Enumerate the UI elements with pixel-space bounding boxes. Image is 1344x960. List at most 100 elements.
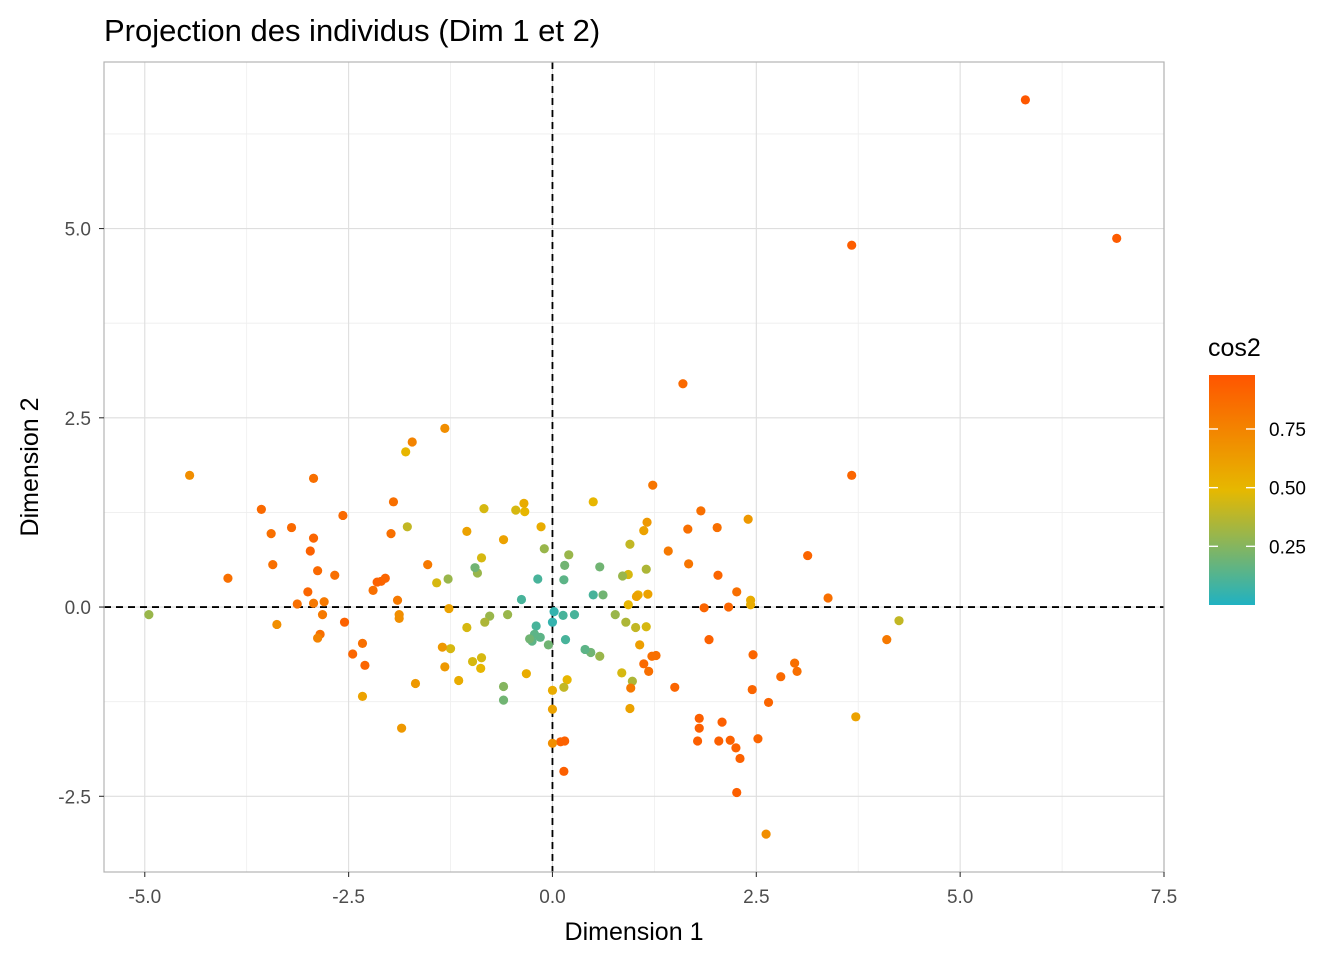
legend-title: cos2 [1208,334,1261,362]
scatter-point [714,736,724,746]
scatter-point [339,617,350,627]
scatter-point [747,684,757,695]
scatter-point [476,553,487,563]
scatter-point [803,550,813,561]
scatter-point [308,473,319,483]
scatter-point [317,610,328,620]
scatter-point [790,658,800,668]
scatter-point [678,379,688,389]
scatter-point [776,672,786,682]
chart-title: Projection des individus (Dim 1 et 2) [104,13,600,48]
scatter-point [292,599,302,609]
scatter-point [357,691,368,701]
x-tick-label: 0.0 [539,887,565,908]
scatter-point [272,619,282,630]
scatter-point [531,621,541,631]
scatter-point [1112,233,1122,243]
scatter-point [401,447,411,457]
scatter-point [462,622,472,633]
scatter-point [338,510,348,521]
data-points [144,95,1122,839]
scatter-point [360,660,370,670]
x-tick-label: 7.5 [1151,887,1177,908]
scatter-point [670,682,680,692]
scatter-point [525,634,535,644]
y-tick-label: 2.5 [65,409,91,430]
scatter-point [717,717,727,727]
x-tick-label: -5.0 [128,887,161,908]
scatter-point [763,697,774,708]
legend-colorbar [1209,375,1255,605]
scatter-point [330,570,340,580]
scatter-point [696,506,706,516]
scatter-point [847,240,857,250]
scatter-point [595,562,605,572]
scatter-point [713,570,723,580]
scatter-point [562,675,572,685]
scatter-point [639,659,649,669]
scatter-point [402,522,412,532]
scatter-point [185,470,195,480]
scatter-point [348,649,358,659]
scatter-point [549,606,559,617]
scatter-point [223,573,233,583]
y-tick-label: -2.5 [58,787,91,808]
scatter-point [625,539,635,549]
y-axis-ticks: -2.5 0.0 2.5 5.0 [58,220,104,808]
scatter-point [882,634,892,645]
scatter-point [699,603,709,613]
scatter-point [641,564,651,574]
scatter-point [503,610,513,620]
scatter-point [476,653,487,663]
scatter-point [610,610,620,620]
scatter-point [851,712,861,722]
scatter-point [580,644,590,655]
scatter-point [479,504,489,514]
scatter-point [642,517,652,527]
scatter-point [357,638,368,648]
legend-ticks: 0.25 0.50 0.75 [1209,420,1306,558]
scatter-point [626,683,636,693]
scatter-point [693,736,703,746]
scatter-point [663,546,673,556]
scatter-point [470,563,480,573]
scatter-point [547,738,558,748]
scatter-point [319,597,329,607]
x-axis-ticks: -5.0 -2.5 0.0 2.5 5.0 7.5 [128,872,1177,908]
scatter-point [533,574,543,584]
scatter-point [743,514,753,524]
scatter-point [547,617,558,627]
scatter-point [476,663,486,673]
scatter-point [372,577,382,587]
x-axis-label: Dimension 1 [565,918,704,946]
scatter-point [732,787,742,798]
scatter-point [694,713,704,723]
scatter-point [847,470,857,480]
x-tick-label: 5.0 [947,887,973,908]
x-tick-label: 2.5 [743,887,769,908]
panel-border [103,61,1165,873]
scatter-point [761,829,771,839]
y-tick-label: 0.0 [65,598,91,619]
scatter-point [444,603,454,614]
scatter-point [639,525,649,536]
legend-tick-label: 0.50 [1269,479,1306,500]
scatter-point [539,544,549,554]
scatter-point [445,644,456,654]
scatter-point [454,675,464,686]
scatter-point [746,600,756,610]
scatter-point [617,668,627,678]
scatter-point [569,610,580,620]
scatter-point [392,595,403,605]
scatter-point [683,524,693,534]
scatter-point [631,591,642,602]
scatter-point [617,571,628,581]
scatter-point [564,550,574,560]
color-legend: cos2 0.25 0.50 0.75 [1208,334,1306,605]
scatter-point [621,617,631,627]
scatter-point [559,682,569,692]
scatter-point [635,640,645,650]
scatter-point [410,678,421,689]
scatter-point [631,622,641,633]
legend-tick-label: 0.25 [1269,537,1306,558]
